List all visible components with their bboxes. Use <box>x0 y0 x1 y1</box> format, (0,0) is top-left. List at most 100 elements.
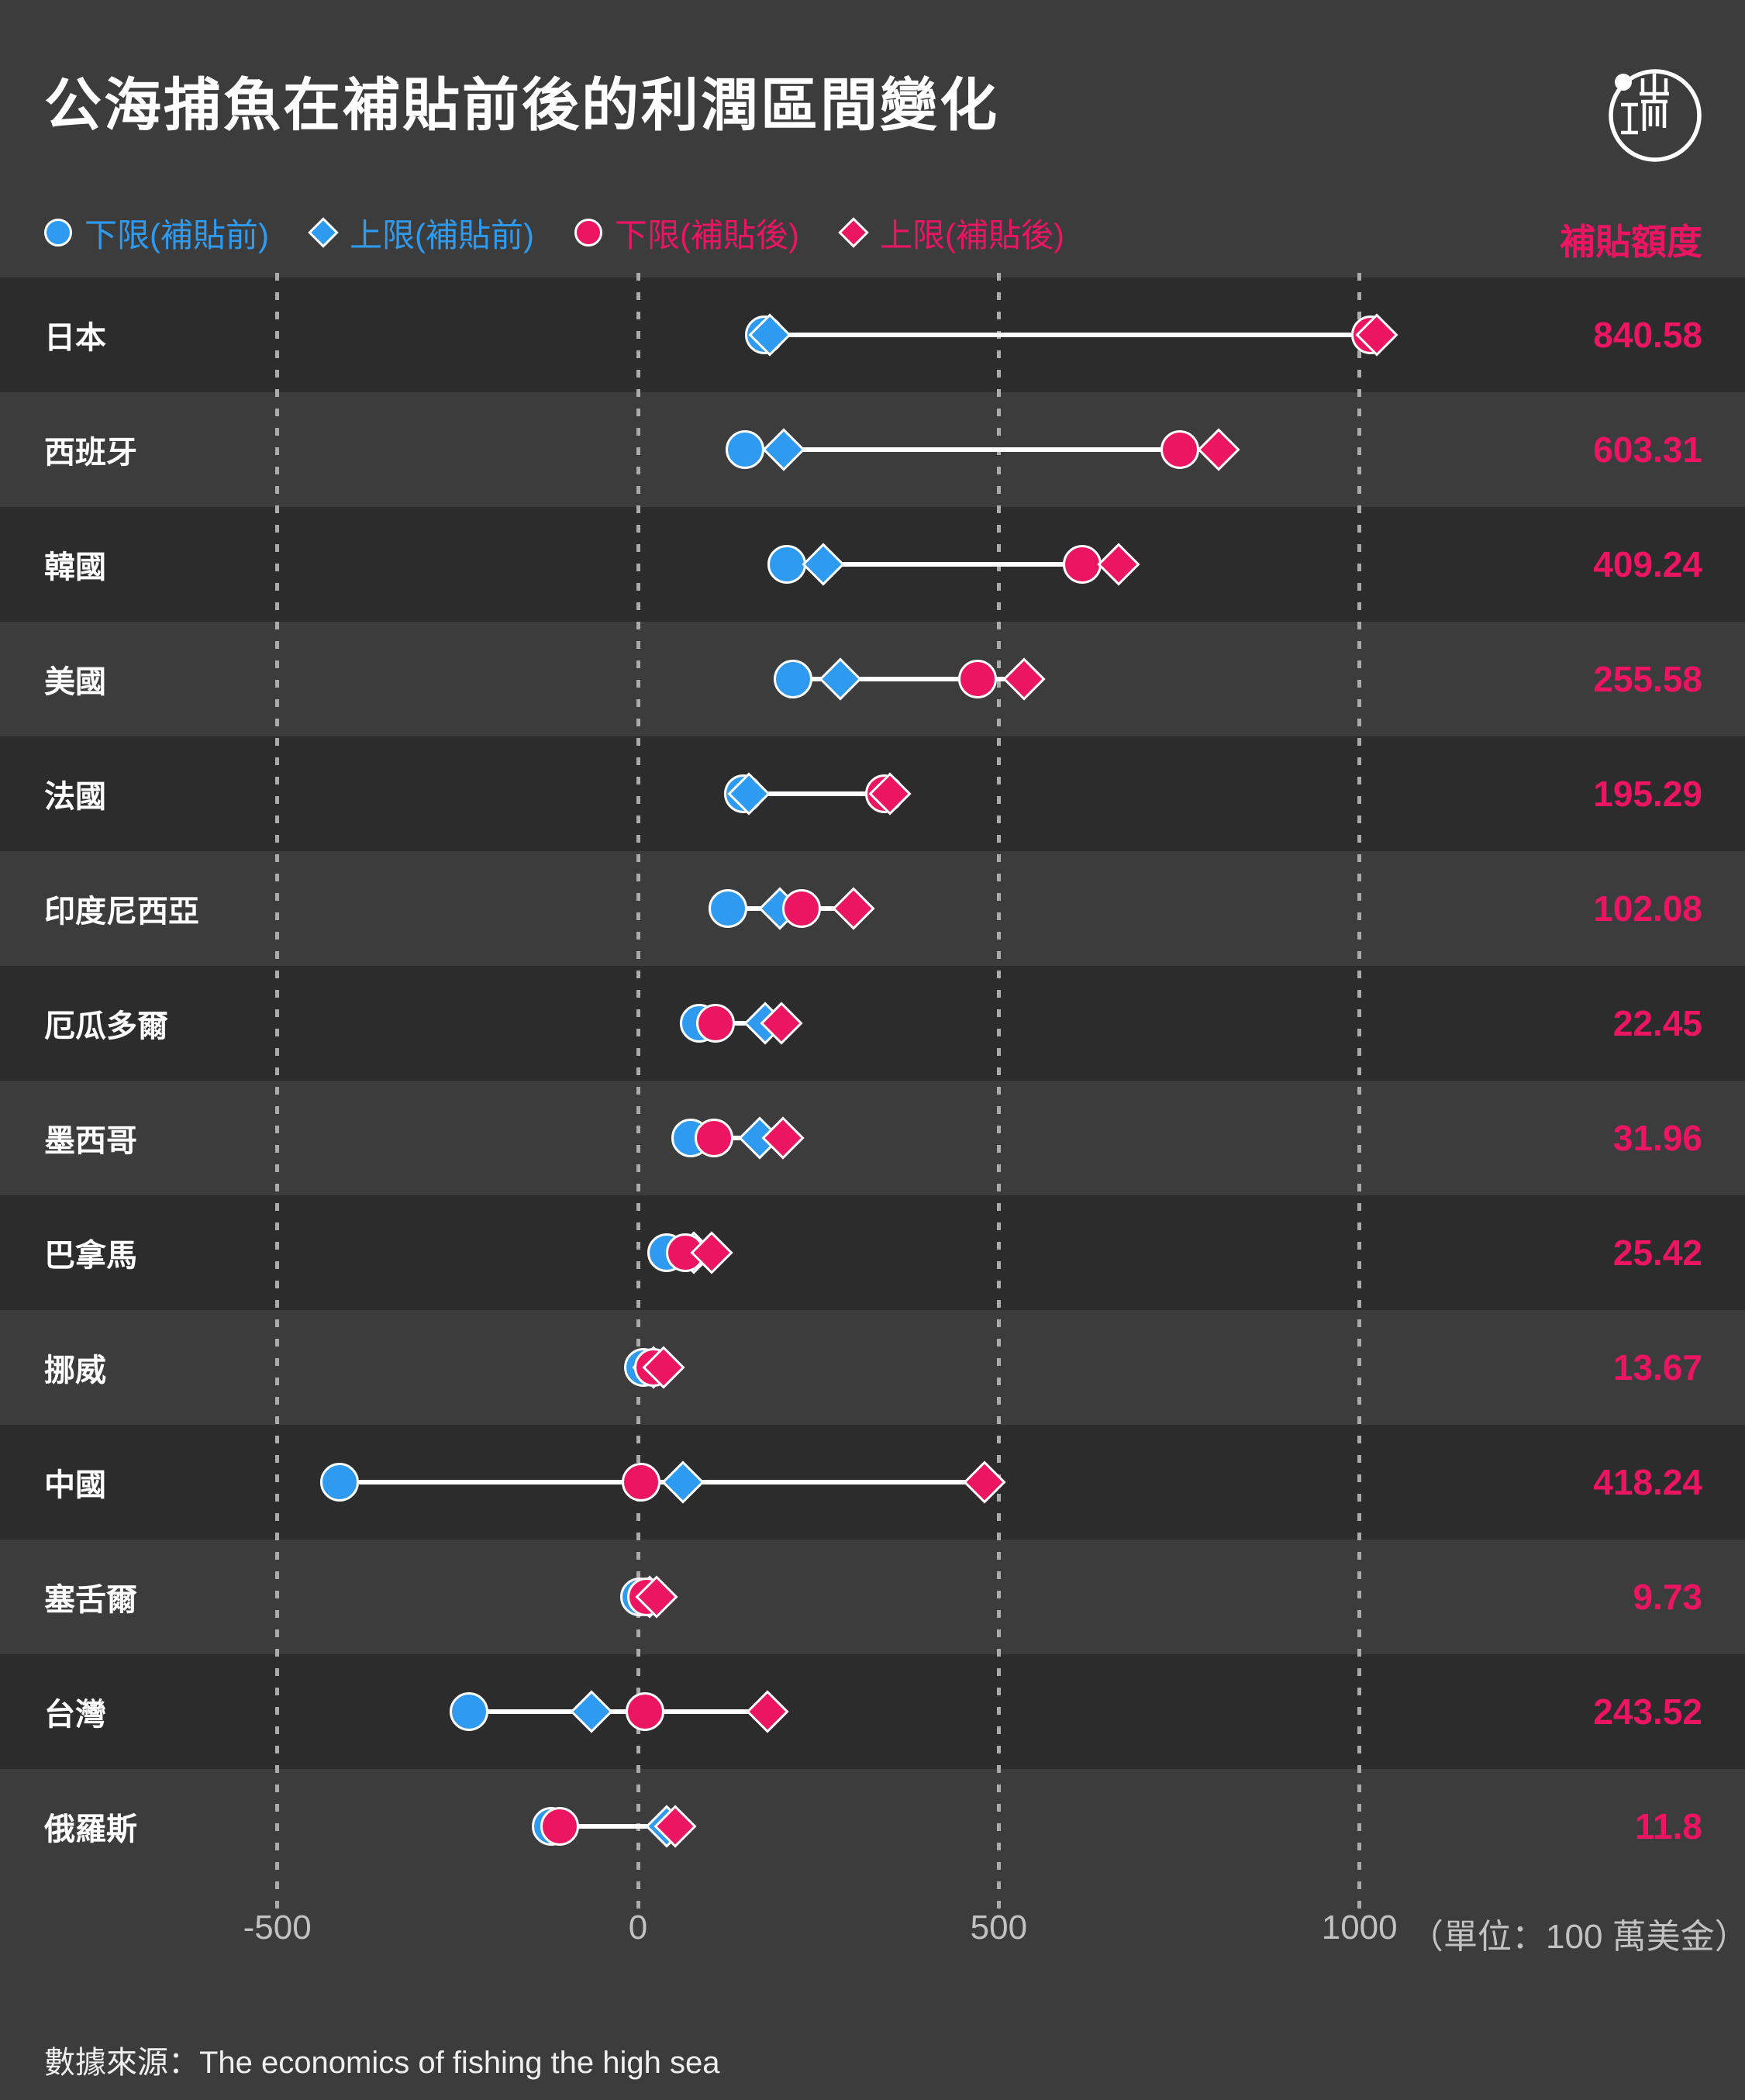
subsidy-amount-value: 418.24 <box>1593 1462 1702 1502</box>
marker-after-low <box>696 1004 736 1043</box>
subsidy-amount-value: 840.58 <box>1593 315 1702 355</box>
marker-after-low <box>1062 545 1102 584</box>
country-label: 美國 <box>44 665 106 699</box>
chart-row: 日本 840.58 <box>0 278 1745 392</box>
x-tick-label: 1000 <box>1321 1909 1398 1947</box>
marker-after-high <box>761 1116 805 1160</box>
subsidy-amount-value: 11.8 <box>1635 1806 1702 1847</box>
country-label: 俄羅斯 <box>44 1812 137 1847</box>
subsidy-amount-value: 195.29 <box>1593 774 1702 814</box>
legend-label: 下限(補貼後) <box>614 216 799 253</box>
country-label: 日本 <box>44 321 106 355</box>
chart-row: 台灣 243.52 <box>0 1654 1745 1769</box>
initium-media-logo <box>1604 64 1706 167</box>
country-label: 巴拿馬 <box>44 1239 137 1273</box>
marker-after-high <box>1197 428 1241 471</box>
marker-before-low <box>450 1692 489 1731</box>
marker-after-low <box>957 660 997 698</box>
marker-after-low <box>782 889 822 928</box>
range-line <box>786 562 1119 567</box>
subsidy-amount-value: 13.67 <box>1612 1347 1702 1388</box>
page-title: 公海捕魚在補貼前後的利潤區間變化 <box>44 73 999 137</box>
range-line <box>793 677 1025 681</box>
subsidy-amount-value: 22.45 <box>1612 1003 1702 1043</box>
marker-before-high <box>762 428 805 471</box>
country-label: 印度尼西亞 <box>44 895 199 929</box>
subsidy-amount-value: 243.52 <box>1593 1691 1702 1732</box>
subsidy-amount-value: 409.24 <box>1593 544 1702 584</box>
subsidy-amount-value: 102.08 <box>1593 888 1702 929</box>
marker-after-low <box>540 1807 580 1846</box>
chart-row: 巴拿馬 25.42 <box>0 1195 1745 1310</box>
country-label: 中國 <box>44 1468 106 1502</box>
subsidy-amount-column-header: 補貼額度 <box>1560 222 1702 262</box>
marker-before-low <box>709 889 748 928</box>
x-tick-label: 500 <box>970 1909 1028 1947</box>
country-label: 西班牙 <box>44 436 137 470</box>
range-line <box>743 791 891 796</box>
marker-before-high <box>802 543 845 586</box>
marker-before-low <box>319 1463 359 1502</box>
legend-label: 上限(補貼後) <box>879 216 1064 253</box>
marker-before-low <box>767 545 806 584</box>
marker-after-high <box>1097 543 1140 586</box>
pink-circle-icon <box>574 219 602 247</box>
marker-after-low <box>625 1692 664 1731</box>
chart-legend: 下限(補貼前) 上限(補貼前) 下限(補貼後) 上限(補貼後) <box>44 209 1105 256</box>
chart-row: 美國 255.58 <box>0 622 1745 736</box>
chart-row: 厄瓜多爾 22.45 <box>0 966 1745 1081</box>
subsidy-amount-value: 255.58 <box>1593 659 1702 699</box>
legend-label: 上限(補貼前) <box>349 216 534 253</box>
data-source: 數據來源：The economics of fishing the high s… <box>44 2046 720 2080</box>
marker-after-high <box>746 1690 789 1733</box>
chart-row: 西班牙 603.31 <box>0 392 1745 507</box>
marker-before-low <box>774 660 813 698</box>
range-line <box>764 333 1377 337</box>
logo-circle-icon <box>1609 69 1702 162</box>
legend-item-lower-before: 下限(補貼前) <box>44 209 269 257</box>
country-label: 塞舌爾 <box>44 1583 137 1617</box>
chart-row: 俄羅斯 11.8 <box>0 1769 1745 1884</box>
marker-before-low <box>725 430 764 469</box>
marker-after-high <box>832 887 875 930</box>
country-label: 挪威 <box>44 1353 106 1388</box>
range-line <box>744 447 1219 452</box>
chart-row: 塞舌爾 9.73 <box>0 1540 1745 1654</box>
subsidy-amount-value: 25.42 <box>1612 1233 1702 1273</box>
range-line <box>690 1136 784 1140</box>
x-axis-unit-label: （單位：100 萬美金） <box>1409 1918 1745 1956</box>
marker-before-high <box>570 1690 613 1733</box>
x-tick-label: -500 <box>243 1909 312 1947</box>
marker-before-high <box>819 657 862 701</box>
marker-after-low <box>694 1119 733 1157</box>
blue-diamond-icon <box>308 217 339 248</box>
chart-row: 印度尼西亞 102.08 <box>0 851 1745 966</box>
dumbbell-chart: 日本 840.58 西班牙 603.31 韓國 409.24 美國 255.58 法國 195.2… <box>0 273 1745 1915</box>
gridline-1000 <box>1357 273 1362 1915</box>
country-label: 墨西哥 <box>44 1124 137 1158</box>
chart-row: 法國 195.29 <box>0 736 1745 851</box>
legend-item-lower-after: 下限(補貼後) <box>574 209 799 257</box>
marker-after-low <box>621 1463 660 1502</box>
chart-row: 墨西哥 31.96 <box>0 1081 1745 1195</box>
legend-item-upper-after: 上限(補貼後) <box>838 209 1064 257</box>
country-label: 台灣 <box>44 1698 106 1732</box>
marker-after-high <box>1002 657 1047 701</box>
legend-item-upper-before: 上限(補貼前) <box>308 209 534 257</box>
subsidy-amount-value: 9.73 <box>1633 1577 1702 1617</box>
gridline--500 <box>275 273 280 1915</box>
blue-circle-icon <box>44 219 72 247</box>
subsidy-amount-value: 603.31 <box>1593 429 1702 470</box>
country-label: 厄瓜多爾 <box>44 1009 168 1043</box>
subsidy-amount-value: 31.96 <box>1612 1118 1702 1158</box>
marker-before-high <box>661 1460 705 1504</box>
marker-after-low <box>1160 430 1200 469</box>
x-tick-label: 0 <box>628 1909 648 1947</box>
chart-row: 中國 418.24 <box>0 1425 1745 1540</box>
gridline-0 <box>636 273 640 1915</box>
country-label: 韓國 <box>44 550 106 584</box>
country-label: 法國 <box>44 780 106 814</box>
gridline-500 <box>996 273 1001 1915</box>
range-line <box>699 1021 781 1026</box>
